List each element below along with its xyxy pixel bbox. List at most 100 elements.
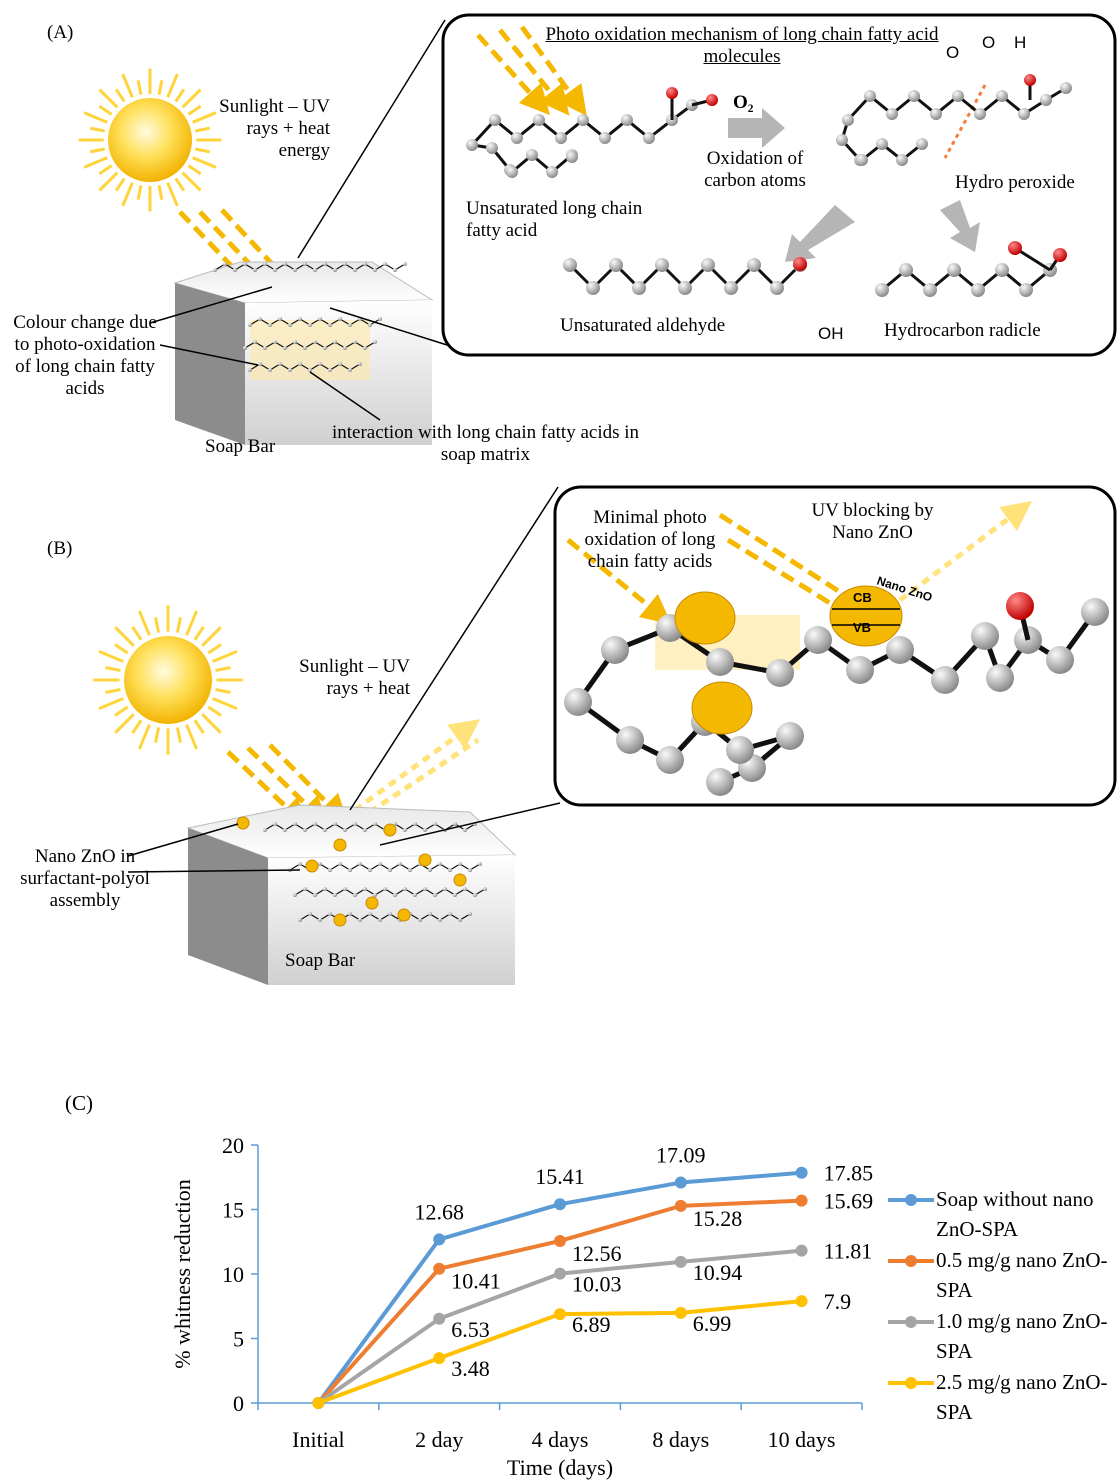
atom (655, 258, 669, 272)
atom (383, 887, 387, 891)
data-label: 17.85 (824, 1161, 874, 1186)
atom (378, 918, 382, 922)
atom (293, 893, 297, 897)
atom (555, 132, 567, 144)
soap-bar-label: Soap Bar (285, 950, 355, 972)
atom (333, 340, 337, 344)
atom (388, 868, 392, 872)
atom (298, 918, 302, 922)
legend-label: 2.5 mg/g nano ZnO-SPA (936, 1367, 1116, 1427)
atom (348, 368, 352, 372)
data-label: 10.94 (693, 1260, 743, 1285)
sun-ray (195, 720, 204, 733)
y-tick-label: 0 (233, 1391, 244, 1416)
atom (308, 323, 312, 327)
hydro-peroxide-label: Hydro peroxide (955, 172, 1075, 194)
data-point (433, 1352, 445, 1364)
atom (358, 862, 362, 866)
data-label: 12.56 (572, 1241, 622, 1266)
sun-ray (168, 74, 178, 97)
atom (438, 918, 442, 922)
atom (318, 918, 322, 922)
fatty-acid-label: Unsaturated long chain fatty acid (466, 198, 681, 242)
data-point (675, 1200, 687, 1212)
y-tick-label: 10 (222, 1262, 244, 1287)
atom (258, 362, 262, 366)
atom (413, 822, 417, 826)
atom (363, 346, 367, 350)
atom (601, 636, 629, 664)
atom (448, 912, 452, 916)
sun-ray (215, 689, 230, 692)
data-point (796, 1167, 808, 1179)
sun-disc (124, 636, 212, 724)
soap-bar-label: Soap Bar (205, 436, 275, 458)
atom (353, 268, 357, 272)
atom (706, 768, 734, 796)
atom (373, 340, 377, 344)
sun-ray (187, 725, 197, 749)
atom (413, 893, 417, 897)
atom (363, 262, 367, 266)
sun-ray (177, 727, 180, 742)
atom (986, 664, 1014, 692)
legend-marker (905, 1316, 917, 1328)
atom (453, 893, 457, 897)
sun-ray (84, 158, 107, 168)
atom (423, 828, 427, 832)
atom (433, 822, 437, 826)
atom (353, 822, 357, 826)
atom (526, 149, 538, 161)
sunlight-label: Sunlight – UV rays + heat energy (198, 96, 330, 162)
atom (463, 887, 467, 891)
atom (886, 636, 914, 664)
data-label: 10.03 (572, 1272, 622, 1297)
bond-break (945, 85, 985, 158)
interaction-label: interaction with long chain fatty acids … (318, 422, 653, 466)
data-point (554, 1308, 566, 1320)
atom (563, 258, 577, 272)
sun-ray (187, 611, 197, 635)
oxidation-label: Oxidation of carbon atoms (690, 148, 820, 192)
sun-ray (202, 627, 221, 646)
data-label: 3.48 (451, 1356, 490, 1381)
zno-dot (398, 909, 410, 921)
atom (363, 887, 367, 891)
sun-ray (90, 128, 104, 131)
atom (996, 90, 1008, 102)
zno-dot (366, 897, 378, 909)
atom (323, 262, 327, 266)
atom (586, 281, 600, 295)
atom (343, 346, 347, 350)
atom (353, 893, 357, 897)
sun-ray (138, 185, 141, 199)
atom (293, 268, 297, 272)
oxygen (1053, 248, 1067, 262)
sun-ray (133, 720, 142, 733)
legend-label: Soap without nano ZnO-SPA (936, 1184, 1116, 1244)
atom (273, 822, 277, 826)
atom (293, 340, 297, 344)
atom (338, 862, 342, 866)
atom (952, 90, 964, 102)
x-tick-label: 10 days (768, 1427, 836, 1452)
atom (323, 346, 327, 350)
atom (916, 138, 928, 150)
panel-label: (A) (47, 22, 73, 44)
atom (1081, 598, 1109, 626)
atom (213, 268, 217, 272)
atom (333, 822, 337, 826)
data-point (796, 1195, 808, 1207)
atom (313, 822, 317, 826)
atom (333, 268, 337, 272)
atom (368, 323, 372, 327)
atom (1018, 108, 1030, 120)
atom (931, 666, 959, 694)
legend-label: 0.5 mg/g nano ZnO-SPA (936, 1245, 1116, 1305)
atom (243, 346, 247, 350)
x-tick-label: 8 days (652, 1427, 709, 1452)
atom (303, 346, 307, 350)
atom (358, 362, 362, 366)
atom (353, 340, 357, 344)
reflected-uv (370, 740, 478, 812)
